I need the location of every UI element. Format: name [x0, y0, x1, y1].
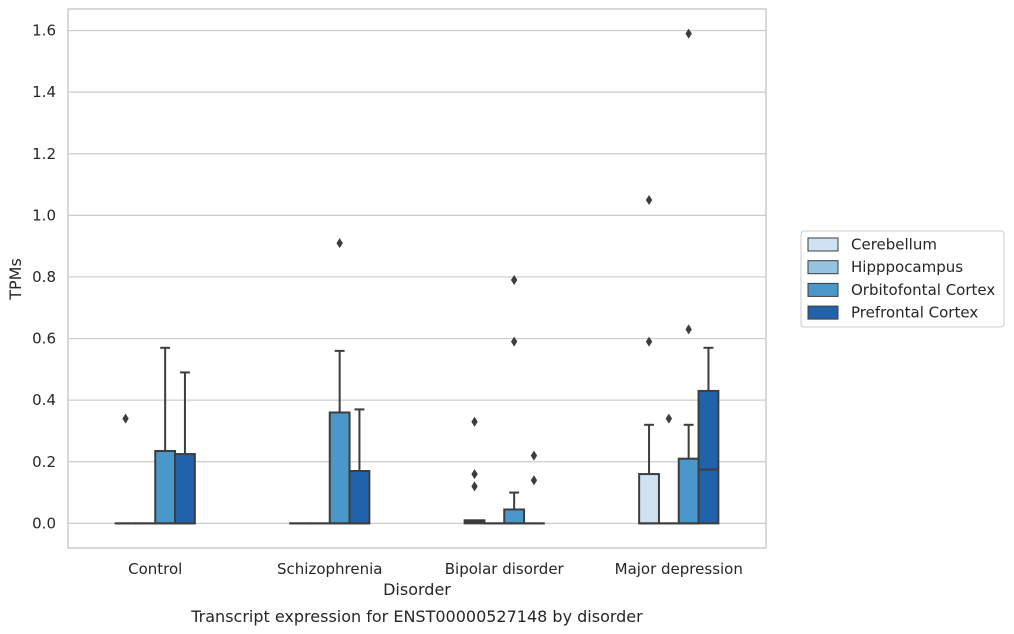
box-group	[174, 371, 196, 525]
legend-swatch	[807, 237, 839, 252]
y-tick-label: 0.0	[32, 514, 56, 532]
outlier-point	[122, 413, 129, 424]
box-group	[463, 416, 486, 525]
x-axis-label: Disorder	[383, 580, 451, 599]
legend-items: Cerebellum Hipppocampus Orbitofontal Corte…	[807, 236, 995, 322]
y-axis-label: TPMs	[6, 258, 25, 301]
box-group	[677, 28, 700, 525]
box-group	[114, 413, 137, 525]
boxes-layer	[114, 28, 720, 525]
outlier-point	[685, 28, 692, 39]
chart-caption: Transcript expression for ENST0000052714…	[190, 607, 643, 626]
plot-frame	[67, 8, 767, 549]
x-tick-label: Schizophrenia	[277, 560, 382, 578]
outlier-point	[530, 450, 538, 461]
box-rect	[677, 457, 700, 525]
outlier-point	[336, 238, 343, 249]
legend-swatch	[807, 282, 839, 297]
x-tick-labels: Control Schizophrenia Bipolar disorder Majo…	[128, 560, 743, 578]
legend: Cerebellum Hipppocampus Orbitofontal Corte…	[800, 230, 1005, 328]
legend-swatch	[807, 260, 839, 275]
outlier-point	[665, 413, 673, 424]
legend-frame	[800, 230, 1005, 328]
x-tick-label: Bipolar disorder	[445, 560, 565, 578]
box-group	[697, 346, 720, 525]
outlier-point	[471, 469, 478, 480]
legend-label: Hipppocampus	[851, 258, 963, 276]
x-tick-label: Control	[128, 560, 182, 578]
box-rect	[503, 508, 526, 525]
outlier-point	[645, 336, 653, 347]
outlier-point	[530, 475, 538, 486]
x-tick-label: Major depression	[615, 560, 743, 578]
box-group	[154, 346, 177, 525]
y-tick-label: 0.6	[32, 330, 56, 348]
y-tick-label: 1.4	[32, 83, 56, 101]
grid-lines	[68, 29, 766, 524]
legend-label: Cerebellum	[851, 236, 937, 254]
y-tick-label: 1.6	[32, 22, 56, 40]
box-rect	[348, 470, 371, 525]
outlier-point	[510, 275, 518, 286]
y-tick-label: 0.8	[32, 268, 56, 286]
y-tick-label: 1.0	[32, 206, 56, 224]
outlier-point	[471, 416, 478, 427]
outlier-point	[510, 336, 518, 347]
box-group	[348, 408, 371, 525]
y-tick-labels: 0.0 0.2 0.4 0.6 0.8 1.0 1.2 1.4 1.6	[32, 22, 56, 533]
y-tick-label: 0.4	[32, 391, 56, 409]
box-rect	[174, 453, 196, 525]
box-group	[523, 450, 545, 525]
outlier-point	[645, 194, 653, 205]
outlier-point	[471, 481, 478, 492]
box-rect	[328, 411, 351, 525]
y-tick-label: 1.2	[32, 145, 56, 163]
legend-swatch	[807, 305, 839, 320]
y-tick-label: 0.2	[32, 453, 56, 471]
legend-label: Orbitofontal Cortex	[851, 281, 995, 299]
legend-label: Prefrontal Cortex	[851, 304, 978, 322]
box-group	[638, 194, 660, 525]
box-rect	[638, 473, 660, 525]
box-rect	[154, 449, 177, 525]
box-rect	[697, 389, 720, 525]
box-group	[657, 413, 680, 525]
outlier-point	[685, 324, 692, 335]
box-group	[328, 238, 351, 525]
box-group	[503, 275, 526, 525]
